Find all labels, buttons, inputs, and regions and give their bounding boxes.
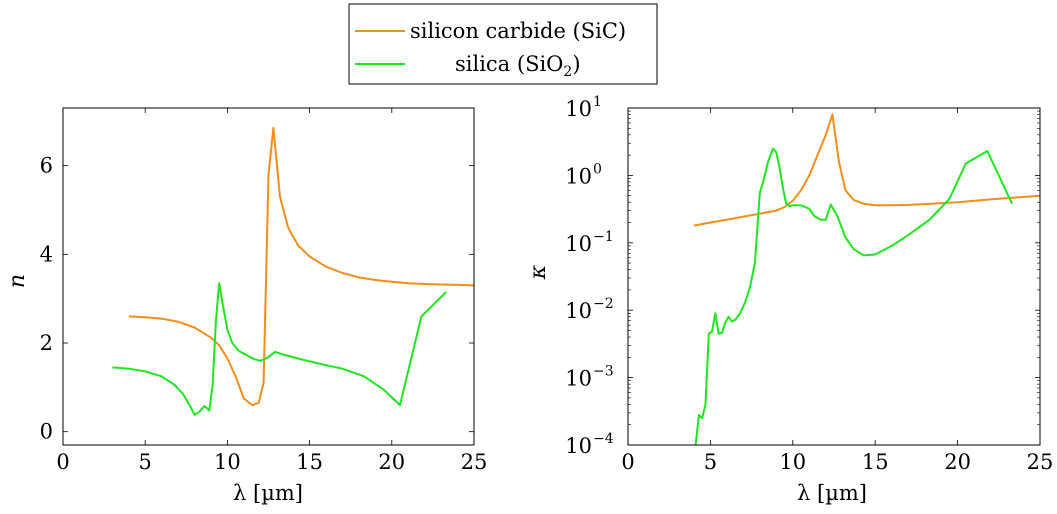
- chart-n: 0 5 10 15 20 25 0 2 4 6 n λ [µm]: [5, 107, 488, 505]
- chart-n-xtick-label: 0: [56, 450, 69, 474]
- chart-n-series-sic: [128, 127, 474, 407]
- chart-n-ytick-label: 6: [40, 154, 53, 178]
- chart-n-xtick-label: 15: [296, 450, 323, 474]
- legend-label-sio2: silica (SiO2): [455, 52, 581, 80]
- chart-kappa-xtick-label: 20: [944, 450, 971, 474]
- chart-kappa-ytick-exponent: −2: [593, 296, 614, 312]
- chart-n-xtick-label: 20: [378, 450, 405, 474]
- legend-label-sic: silicon carbide (SiC): [410, 19, 626, 43]
- legend: silicon carbide (SiC) silica (SiO2): [348, 3, 658, 85]
- chart-kappa-ytick-label: 10: [565, 232, 592, 256]
- chart-kappa-ytick-label: 10: [565, 367, 592, 391]
- chart-kappa-series-sic: [693, 113, 1040, 227]
- chart-n-xlabel: λ [µm]: [233, 481, 303, 505]
- chart-kappa-ylabel: κ: [526, 264, 551, 280]
- chart-n-ytick-label: 0: [40, 420, 53, 444]
- chart-kappa-xtick-label: 15: [862, 450, 889, 474]
- chart-n-xtick-label: 5: [139, 450, 152, 474]
- chart-n-xtick-label: 10: [214, 450, 241, 474]
- chart-kappa-xtick-label: 25: [1027, 450, 1054, 474]
- legend-label-sio2-close: ): [572, 52, 580, 76]
- chart-kappa-ytick-exponent: −4: [593, 431, 614, 447]
- chart-kappa-ytick-exponent: −1: [593, 229, 614, 245]
- chart-n-frame: [62, 107, 475, 446]
- legend-label-sio2-sub: 2: [563, 64, 572, 80]
- chart-n-xtick-label: 25: [461, 450, 488, 474]
- legend-label-sio2-text: silica (SiO: [455, 52, 563, 76]
- chart-kappa-ytick-label: 10: [565, 434, 592, 458]
- chart-kappa-xlabel: λ [µm]: [797, 481, 867, 505]
- chart-kappa-xtick-label: 0: [621, 450, 634, 474]
- legend-box: [348, 3, 658, 85]
- chart-n-ylabel: n: [5, 274, 30, 288]
- chart-kappa-xtick-label: 10: [779, 450, 806, 474]
- chart-kappa-ytick-exponent: 0: [593, 161, 602, 177]
- chart-kappa-xtick-label: 5: [704, 450, 717, 474]
- chart-kappa-frame: [627, 107, 1041, 446]
- chart-n-series-sio2: [112, 282, 447, 416]
- chart-n-ytick-label: 4: [40, 242, 53, 266]
- chart-n-plot: 0 5 10 15 20 25 0 2 4 6: [40, 108, 488, 474]
- chart-kappa-series-sio2: [694, 147, 1013, 445]
- chart-kappa-ytick-label: 10: [565, 299, 592, 323]
- chart-kappa-ytick-exponent: 1: [593, 94, 602, 110]
- chart-n-ytick-label: 2: [40, 331, 53, 355]
- chart-kappa-ytick-label: 10: [565, 164, 592, 188]
- chart-kappa-ytick-label: 10: [565, 97, 592, 121]
- chart-kappa-ytick-exponent: −3: [593, 364, 614, 380]
